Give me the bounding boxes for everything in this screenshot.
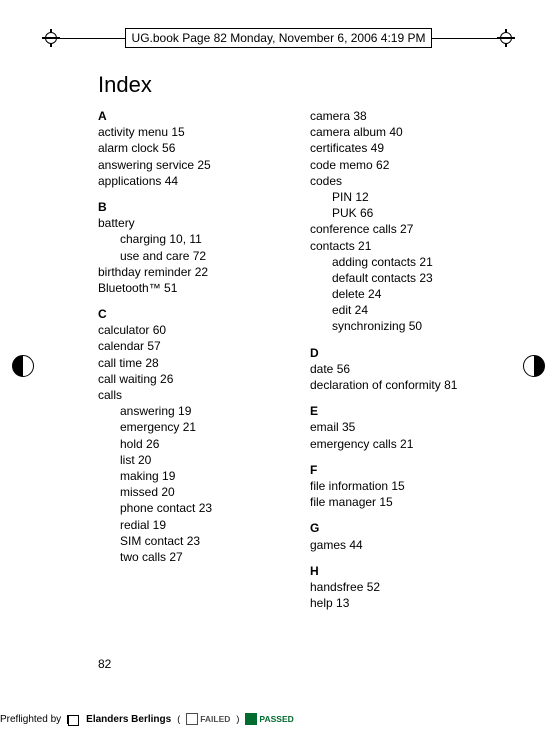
index-entry: alarm clock 56 — [98, 140, 286, 156]
page-header-bar: UG.book Page 82 Monday, November 6, 2006… — [42, 28, 515, 48]
index-entry: camera album 40 — [310, 124, 498, 140]
paren-open: ( — [177, 714, 180, 724]
index-entry: Bluetooth™ 51 — [98, 280, 286, 296]
index-subentry: synchronizing 50 — [310, 318, 498, 334]
index-subentry: adding contacts 21 — [310, 254, 498, 270]
index-entry: calls — [98, 387, 286, 403]
status-passed: PASSED — [245, 713, 293, 725]
index-entry: calendar 57 — [98, 338, 286, 354]
index-subentry: emergency 21 — [98, 419, 286, 435]
index-subentry: charging 10, 11 — [98, 231, 286, 247]
registration-mark-right — [523, 355, 545, 377]
index-letter: C — [98, 306, 286, 322]
index-entry: applications 44 — [98, 173, 286, 189]
index-subentry: use and care 72 — [98, 248, 286, 264]
index-subentry: PUK 66 — [310, 205, 498, 221]
status-failed: FAILED — [186, 713, 230, 725]
index-subentry: answering 19 — [98, 403, 286, 419]
paren-close: ) — [236, 714, 239, 724]
header-rule-right — [432, 38, 497, 39]
index-subentry: redial 19 — [98, 517, 286, 533]
index-subentry: phone contact 23 — [98, 500, 286, 516]
index-subentry: hold 26 — [98, 436, 286, 452]
header-rule-left — [60, 38, 125, 39]
index-entry: call time 28 — [98, 355, 286, 371]
preflight-footer: Preflighted by Elanders Berlings ( FAILE… — [0, 713, 294, 725]
index-columns: A activity menu 15 alarm clock 56 answer… — [98, 108, 498, 611]
index-entry: help 13 — [310, 595, 498, 611]
preflight-label: Preflighted by — [0, 714, 61, 725]
index-entry: date 56 — [310, 361, 498, 377]
index-entry: camera 38 — [310, 108, 498, 124]
index-letter: H — [310, 563, 498, 579]
printer-name: Elanders Berlings — [86, 714, 171, 725]
index-letter: E — [310, 403, 498, 419]
index-entry: conference calls 27 — [310, 221, 498, 237]
index-entry: activity menu 15 — [98, 124, 286, 140]
registration-mark-left — [12, 355, 34, 377]
index-entry: email 35 — [310, 419, 498, 435]
index-entry: games 44 — [310, 537, 498, 553]
index-subentry: delete 24 — [310, 286, 498, 302]
index-entry: codes — [310, 173, 498, 189]
index-subentry: default contacts 23 — [310, 270, 498, 286]
index-entry: handsfree 52 — [310, 579, 498, 595]
index-letter: F — [310, 462, 498, 478]
failed-label: FAILED — [200, 714, 230, 724]
index-subentry: PIN 12 — [310, 189, 498, 205]
index-entry: battery — [98, 215, 286, 231]
index-subentry: list 20 — [98, 452, 286, 468]
index-letter: A — [98, 108, 286, 124]
index-entry: call waiting 26 — [98, 371, 286, 387]
page-title: Index — [98, 72, 498, 98]
crop-mark-icon — [497, 29, 515, 47]
passed-label: PASSED — [259, 714, 293, 724]
index-entry: calculator 60 — [98, 322, 286, 338]
index-entry: file manager 15 — [310, 494, 498, 510]
printer-logo: Elanders Berlings — [67, 714, 171, 725]
index-letter: B — [98, 199, 286, 215]
index-entry: emergency calls 21 — [310, 436, 498, 452]
index-entry: birthday reminder 22 — [98, 264, 286, 280]
index-entry: answering service 25 — [98, 157, 286, 173]
logo-icon — [67, 715, 76, 724]
index-letter: G — [310, 520, 498, 536]
passed-icon — [245, 713, 257, 725]
index-letter: D — [310, 345, 498, 361]
index-entry: code memo 62 — [310, 157, 498, 173]
page-number: 82 — [98, 657, 111, 671]
index-column-right: camera 38 camera album 40 certificates 4… — [310, 108, 498, 611]
index-column-left: A activity menu 15 alarm clock 56 answer… — [98, 108, 286, 611]
index-entry: contacts 21 — [310, 238, 498, 254]
index-subentry: making 19 — [98, 468, 286, 484]
index-subentry: missed 20 — [98, 484, 286, 500]
index-entry: certificates 49 — [310, 140, 498, 156]
failed-icon — [186, 713, 198, 725]
page-header-text: UG.book Page 82 Monday, November 6, 2006… — [125, 28, 433, 48]
crop-mark-icon — [42, 29, 60, 47]
index-entry: declaration of conformity 81 — [310, 377, 498, 393]
index-subentry: edit 24 — [310, 302, 498, 318]
index-subentry: two calls 27 — [98, 549, 286, 565]
page-body: Index A activity menu 15 alarm clock 56 … — [98, 72, 498, 671]
index-entry: file information 15 — [310, 478, 498, 494]
index-subentry: SIM contact 23 — [98, 533, 286, 549]
